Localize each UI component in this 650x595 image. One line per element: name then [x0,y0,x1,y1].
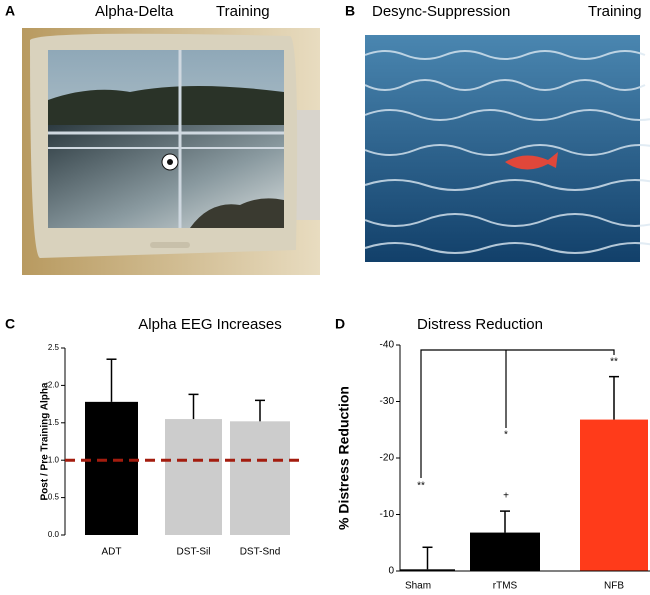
significance-label: ** [610,357,618,368]
comparison-bracket [420,349,615,478]
bar [85,401,138,535]
bar [230,421,290,535]
panel-label: C [5,316,15,332]
bar [400,569,455,571]
significance-label: * [504,430,508,441]
bar [165,419,222,535]
photo-title: Alpha-Delta [95,3,174,20]
x-tick-label: Sham [405,581,431,592]
panel-label: A [5,3,15,19]
x-tick-label: DST-Snd [240,547,281,558]
y-tick-label: 1.0 [48,455,60,464]
x-tick-label: rTMS [493,581,518,592]
photo-title: Desync-Suppression [372,3,510,20]
panel-label: D [335,316,345,332]
chart-title: Distress Reduction [417,316,543,333]
photo-title: Training [588,3,642,20]
y-tick-label: 1.5 [48,418,60,427]
y-tick-label: 0 [388,566,394,577]
y-axis-label: % Distress Reduction [336,386,352,530]
chart-title: Alpha EEG Increases [138,316,281,333]
panel-label: B [345,3,355,19]
photo-title: Training [216,3,270,20]
y-tick-label: -30 [380,396,395,407]
y-tick-label: 2.5 [48,343,60,352]
significance-label: + [503,491,509,502]
x-tick-label: NFB [604,581,624,592]
significance-label: ** [417,481,425,492]
photo-a [22,28,320,275]
y-tick-label: 0.0 [48,530,60,539]
photo-b [364,35,650,262]
y-axis-label: Post / Pre Training Alpha [40,382,51,500]
bar [470,532,540,571]
y-tick-label: 2.0 [48,381,60,390]
bar [580,419,648,571]
x-tick-label: ADT [102,547,122,558]
y-tick-label: -20 [380,453,395,464]
y-tick-label: -10 [380,509,395,520]
x-tick-label: DST-Sil [177,547,211,558]
y-tick-label: -40 [380,340,395,351]
y-tick-label: 0.5 [48,493,60,502]
